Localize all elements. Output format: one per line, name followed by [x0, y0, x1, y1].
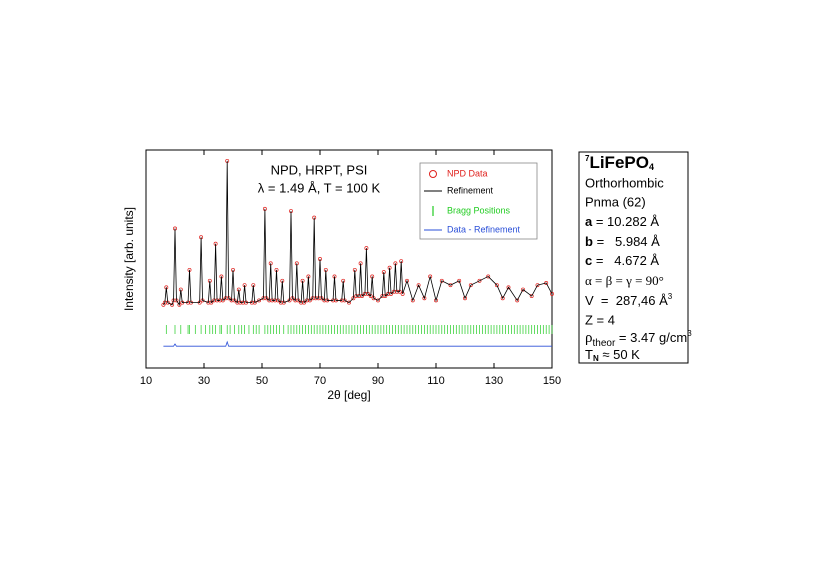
data-point: [463, 296, 467, 301]
data-point: [439, 278, 444, 283]
legend-marker: [429, 170, 437, 178]
t: T: [585, 347, 593, 362]
sub: N: [593, 354, 599, 363]
annotation: NPD, HRPT, PSI: [271, 162, 368, 177]
isotope: 7: [585, 154, 590, 163]
angles: α = β = γ = 90°: [585, 273, 664, 288]
value: ≈ 50 K: [599, 347, 640, 362]
legend-label: Refinement: [447, 185, 494, 195]
x-tick-label: 110: [427, 375, 445, 387]
value: = 10.282 Å: [592, 214, 659, 229]
z: Z = 4: [585, 312, 615, 327]
plot-frame: [145, 149, 553, 369]
data-point: [448, 283, 453, 288]
volume: V = 287,46 Å3: [585, 292, 673, 308]
series-line: [163, 340, 552, 347]
data-point: [410, 298, 415, 303]
lattice-b: b = 5.984 Å: [585, 234, 660, 249]
data-point: [405, 278, 409, 283]
x-tick-label: 150: [543, 375, 561, 387]
data-point: [506, 285, 511, 290]
sub: theor: [593, 338, 616, 349]
value: = 3.47 g/cm: [615, 330, 687, 345]
legend-label: NPD Data: [447, 168, 488, 178]
formula: 7LiFePO4: [585, 153, 654, 172]
data-point: [416, 283, 421, 288]
sup: 3: [668, 292, 673, 301]
data-point: [550, 291, 554, 296]
data-point: [347, 300, 351, 305]
data-point: [529, 294, 534, 299]
data-point: [494, 283, 499, 288]
sup: 3: [687, 329, 692, 338]
data-point: [468, 283, 473, 288]
series-line: [163, 160, 553, 306]
value: V = 287,46 Å: [585, 293, 668, 308]
data-point: [257, 298, 262, 303]
x-tick-label: 30: [198, 375, 210, 387]
annotation: λ = 1.49 Å, T = 100 K: [258, 180, 381, 195]
data-point: [376, 298, 380, 303]
x-tick-label: 10: [140, 375, 152, 387]
x-tick-label: 50: [256, 375, 268, 387]
neel-temp: TN ≈ 50 K: [585, 347, 640, 363]
label: c: [585, 253, 592, 268]
data-point: [457, 278, 462, 283]
data-point: [486, 274, 491, 279]
rho: ρ: [585, 330, 593, 346]
value: = 5.984 Å: [593, 234, 660, 249]
lattice-c: c = 4.672 Å: [585, 253, 659, 268]
space-group: Pnma (62): [585, 194, 646, 209]
density: ρtheor = 3.47 g/cm3: [585, 329, 692, 349]
data-point: [500, 296, 505, 301]
y-axis-label: Intensity [arb. units]: [122, 207, 136, 311]
info-box: [578, 151, 689, 364]
x-axis-label: 2θ [deg]: [327, 388, 370, 402]
legend-label: Bragg Positions: [447, 205, 511, 215]
label: b: [585, 234, 593, 249]
data-point: [521, 287, 525, 292]
legend-label: Data - Refinement: [447, 224, 521, 234]
x-tick-label: 70: [314, 375, 326, 387]
data-point: [477, 278, 482, 283]
formula-sub: 4: [649, 162, 654, 172]
formula-base: LiFePO: [589, 153, 649, 172]
lattice-a: a = 10.282 Å: [585, 214, 659, 229]
label: a: [585, 214, 593, 229]
x-tick-label: 90: [372, 375, 384, 387]
info-panel: 7LiFePO4 Orthorhombic Pnma (62) a = 10.2…: [585, 153, 692, 363]
data-point: [170, 302, 175, 307]
data-point: [422, 296, 427, 301]
value: = 4.672 Å: [592, 253, 659, 268]
crystal-system: Orthorhombic: [585, 175, 664, 190]
data-point: [515, 298, 520, 303]
legend-box: [419, 162, 538, 240]
x-tick-label: 130: [485, 375, 503, 387]
